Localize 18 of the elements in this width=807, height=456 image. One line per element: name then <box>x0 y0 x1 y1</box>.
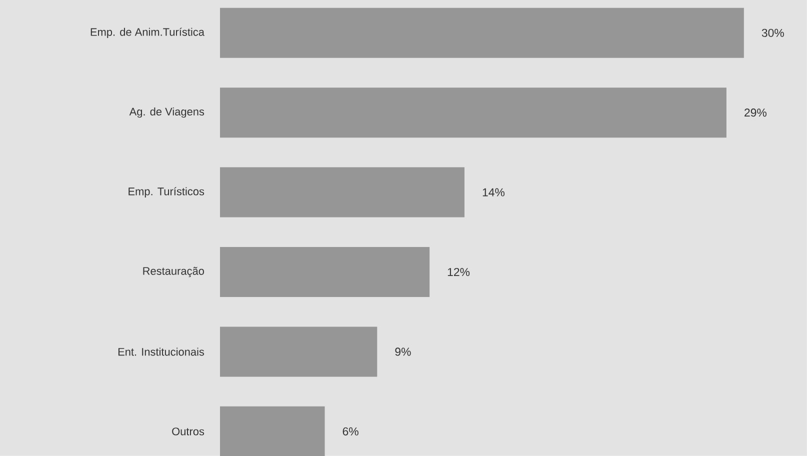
bar <box>220 8 744 58</box>
bar <box>220 87 726 138</box>
data-label: 14% <box>482 188 505 196</box>
y-tick-label: Ent. Institucionais <box>118 347 204 356</box>
bar <box>220 167 464 218</box>
y-tick-label: Emp. de Anim.Turística <box>90 28 204 38</box>
data-label: 6% <box>342 427 358 436</box>
y-tick-label: Ag. de Viagens <box>129 107 204 118</box>
data-label: 30% <box>762 28 784 37</box>
data-label: 9% <box>395 347 411 356</box>
bar <box>220 246 430 297</box>
data-label: 29% <box>744 108 766 116</box>
y-tick-label: Restauração <box>143 266 204 277</box>
y-tick-label: Emp. Turísticos <box>128 186 204 198</box>
bar <box>220 326 378 377</box>
data-label: 12% <box>448 268 470 276</box>
y-tick-label: Outros <box>172 427 204 436</box>
bar <box>220 406 325 456</box>
